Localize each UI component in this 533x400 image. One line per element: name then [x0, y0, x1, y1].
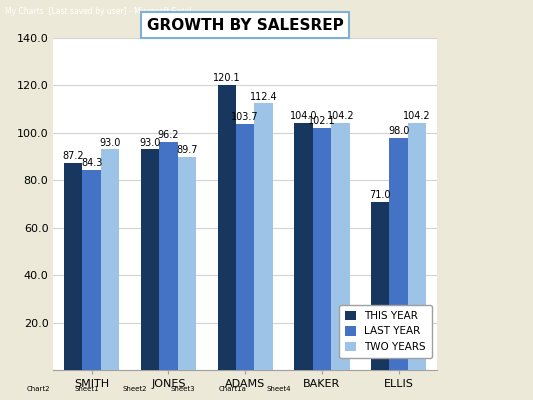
Text: Sheet3: Sheet3: [171, 386, 195, 392]
Text: 104.2: 104.2: [327, 111, 354, 121]
Text: Sheet1: Sheet1: [75, 386, 99, 392]
Text: 93.0: 93.0: [139, 138, 160, 148]
Bar: [294, 123, 313, 370]
Text: 84.3: 84.3: [81, 158, 102, 168]
Bar: [83, 170, 101, 370]
Text: 104.0: 104.0: [290, 112, 317, 122]
Text: 104.2: 104.2: [403, 111, 431, 121]
Bar: [331, 123, 350, 370]
Text: 102.1: 102.1: [308, 116, 336, 126]
Bar: [64, 163, 83, 370]
Text: Sheet4: Sheet4: [266, 386, 291, 392]
Title: GROWTH BY SALESREP: GROWTH BY SALESREP: [147, 18, 344, 33]
Bar: [390, 138, 408, 370]
Text: 120.1: 120.1: [213, 73, 240, 83]
Text: 98.0: 98.0: [388, 126, 409, 136]
Bar: [101, 150, 119, 370]
Bar: [159, 142, 177, 370]
Text: 87.2: 87.2: [62, 151, 84, 161]
Text: 71.0: 71.0: [369, 190, 391, 200]
Bar: [371, 202, 390, 370]
Text: Sheet2: Sheet2: [123, 386, 147, 392]
Bar: [254, 104, 273, 370]
Text: Chart1a: Chart1a: [219, 386, 246, 392]
Bar: [313, 128, 331, 370]
Bar: [236, 124, 254, 370]
Text: 112.4: 112.4: [250, 92, 277, 102]
Bar: [408, 123, 426, 370]
Text: My Charts  [Last saved by user] - Microsoft Excel: My Charts [Last saved by user] - Microso…: [5, 6, 192, 16]
Text: Chart2: Chart2: [27, 386, 50, 392]
Text: 89.7: 89.7: [176, 145, 198, 155]
Text: 96.2: 96.2: [158, 130, 179, 140]
Text: 93.0: 93.0: [100, 138, 121, 148]
Bar: [217, 85, 236, 370]
Legend: THIS YEAR, LAST YEAR, TWO YEARS: THIS YEAR, LAST YEAR, TWO YEARS: [339, 304, 432, 358]
Text: 103.7: 103.7: [231, 112, 259, 122]
Bar: [141, 150, 159, 370]
Bar: [177, 157, 196, 370]
